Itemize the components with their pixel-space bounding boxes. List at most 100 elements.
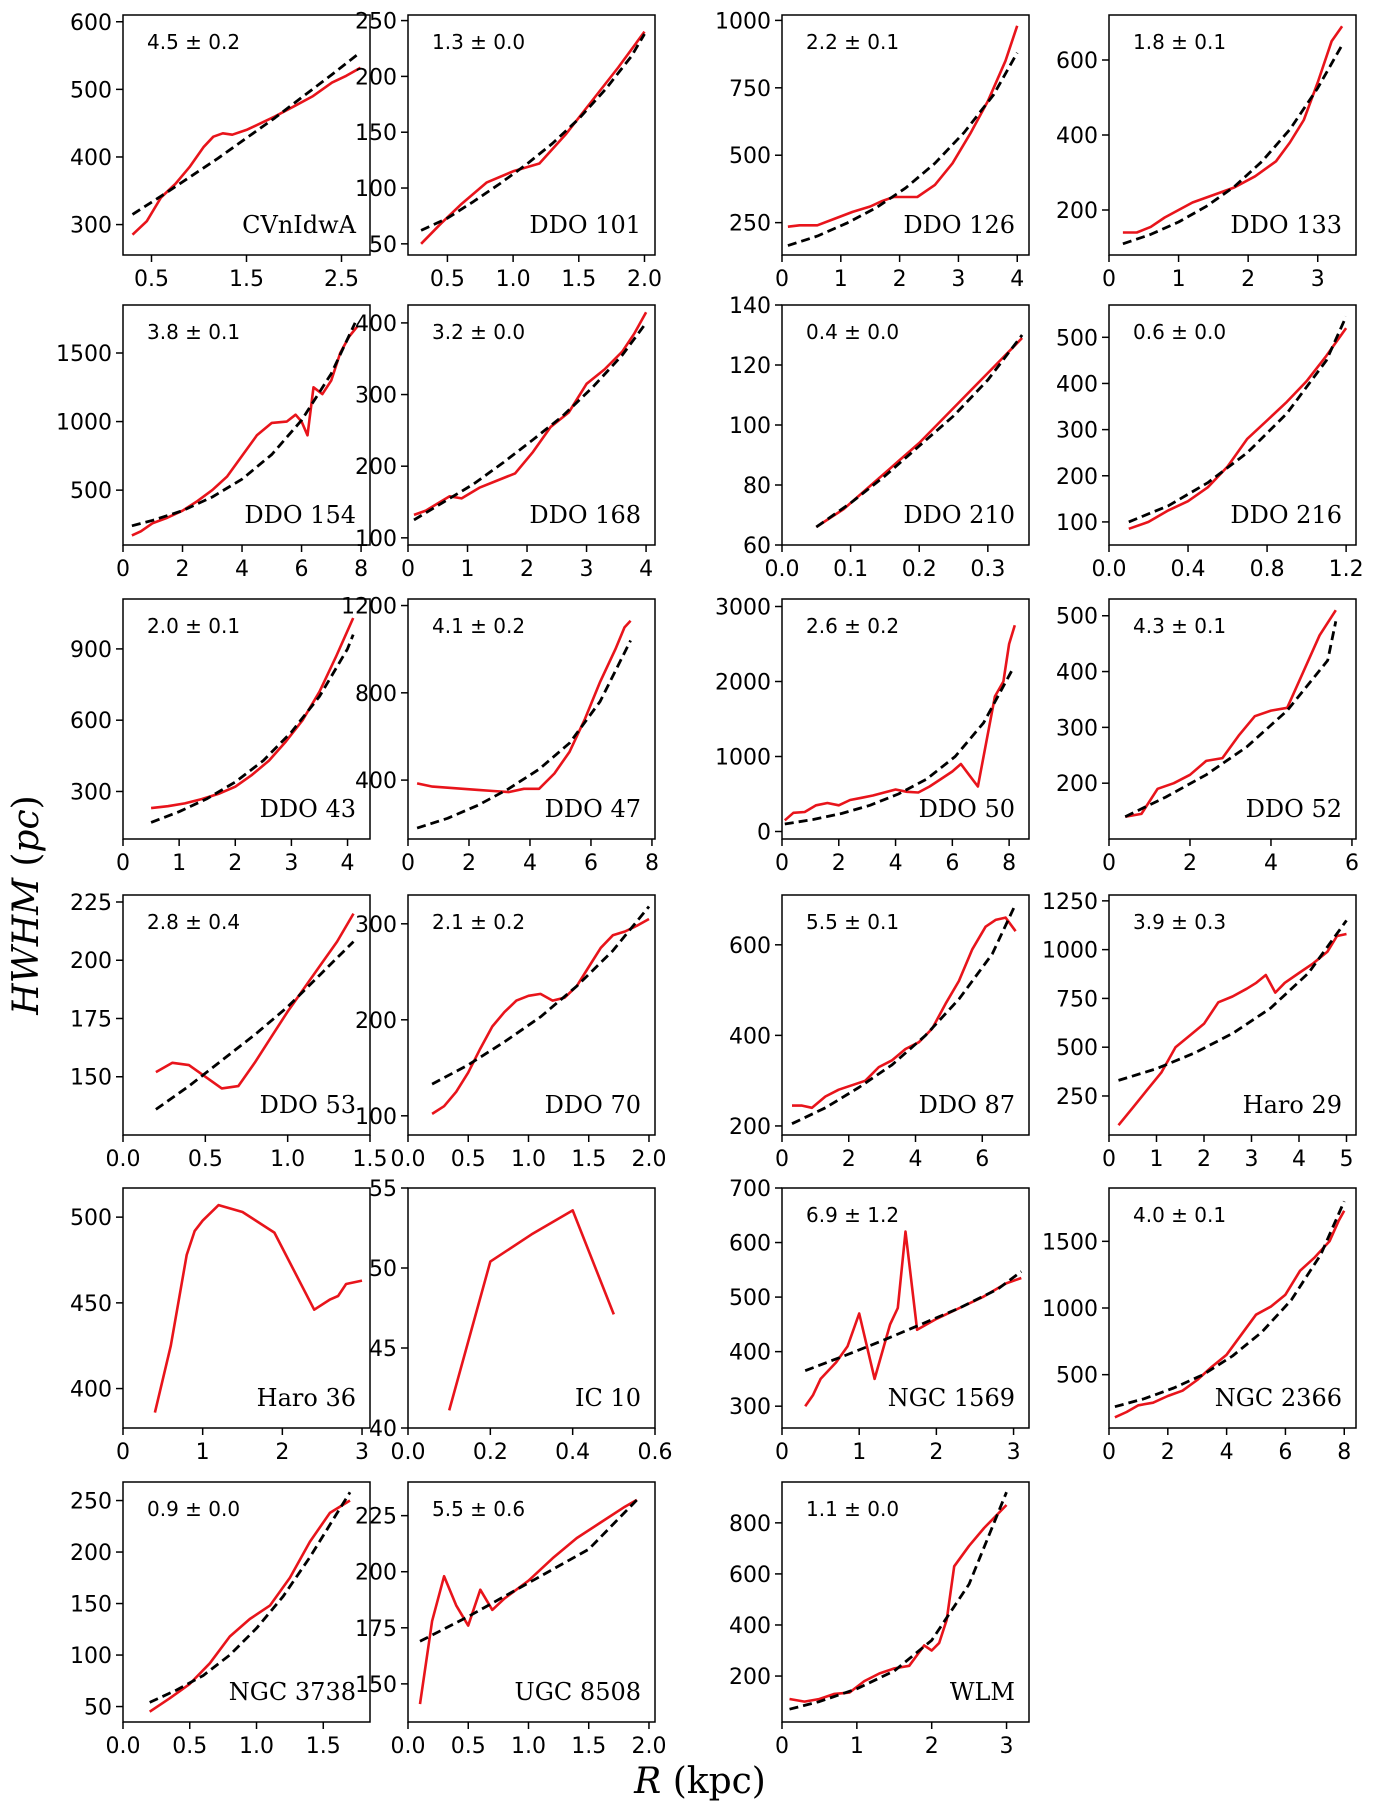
panel-ddo-154: 0 2 4 6 8 500 1000 1500 3.8 ± 0.1 DDO 154 [56,304,371,582]
y-axis-title-var: HWHM [6,877,47,1016]
y-tick-label: 1200 [341,595,397,620]
fit-annotation: 2.1 ± 0.2 [432,910,525,934]
galaxy-name: CVnIdwA [242,211,357,239]
fit-line [1122,44,1344,246]
y-tick-label: 500 [70,479,112,504]
x-tick-label: 0 [401,557,415,582]
x-tick-label: 0.5 [430,267,465,292]
data-line [815,337,1024,529]
x-tick-label: 0.6 [638,1440,673,1465]
x-tick-label: 1.5 [571,1147,606,1172]
panel-cvnidwa: 0.5 1.5 2.5 300 400 500 600 4.5 ± 0.2 CVnIdwA [70,11,371,292]
panel-ddo-168: 0 1 2 3 4 100 200 300 400 3.2 ± 0.0 DDO 168 [355,304,656,582]
fit-annotation: 2.2 ± 0.1 [806,30,899,54]
y-tick-label: 500 [729,1286,771,1311]
x-tick-label: 2 [925,1734,939,1759]
fit-line [150,634,355,824]
data-line [1117,932,1347,1127]
x-tick-label: 1.5 [229,267,264,292]
x-tick-label: 4 [523,851,537,876]
x-tick-label: 2 [842,1147,856,1172]
y-tick-label: 600 [729,1232,771,1257]
fit-annotation: 5.5 ± 0.1 [806,910,899,934]
galaxy-name: DDO 126 [903,211,1015,239]
x-tick-label: 1.0 [496,267,531,292]
y-tick-label: 40 [369,1417,397,1442]
x-tick-label: 3 [1245,1147,1259,1172]
panel-frame [407,894,656,1136]
x-tick-label: 2 [929,1440,943,1465]
galaxy-name: DDO 133 [1230,211,1342,239]
fit-line [1114,1200,1346,1409]
fit-line [1124,621,1338,818]
x-tick-label: 0.0 [765,557,800,582]
x-tick-label: 2 [176,557,190,582]
x-tick-label: 0.5 [451,1734,486,1759]
x-tick-label: 1.0 [511,1147,546,1172]
y-tick-label: 0 [757,821,771,846]
x-tick-label: 0.5 [451,1147,486,1172]
fit-line [431,905,651,1086]
x-tick-label: 1.2 [1329,557,1364,582]
panel-ic-10: 0.0 0.2 0.4 0.6 40 45 50 55 IC 10 [369,1177,673,1465]
y-tick-label: 600 [729,1563,771,1588]
x-tick-label: 8 [1002,851,1016,876]
x-tick-label: 0.2 [902,557,937,582]
y-tick-label: 200 [729,1115,771,1140]
fit-annotation: 4.1 ± 0.2 [432,614,525,638]
y-tick-label: 200 [70,949,112,974]
panel-frame [781,14,1030,256]
fit-annotation: 4.5 ± 0.2 [147,30,240,54]
galaxy-name: WLM [950,1678,1015,1706]
data-line [789,1504,1008,1703]
y-tick-label: 200 [355,65,397,90]
y-tick-label: 500 [729,144,771,169]
fit-line [784,669,1014,826]
fit-annotation: 3.8 ± 0.1 [147,320,240,344]
y-tick-label: 175 [70,1007,112,1032]
data-line [155,912,355,1090]
panel-ugc-8508: 0.0 0.5 1.0 1.5 2.0 150 175 200 225 5.5 ± 0.6 UGC … [355,1481,666,1759]
x-tick-label: 4 [1010,267,1024,292]
y-tick-label: 1250 [1042,890,1098,915]
data-line [131,66,362,236]
fit-annotation: 1.1 ± 0.0 [806,1497,899,1521]
x-tick-label: 1.0 [511,1734,546,1759]
y-tick-label: 750 [729,77,771,102]
fit-line [1128,315,1348,524]
y-tick-label: 250 [729,212,771,237]
x-tick-label: 3 [355,1440,369,1465]
x-tick-label: 2 [1161,1440,1175,1465]
fit-annotation: 0.4 ± 0.0 [806,320,899,344]
x-tick-label: 4 [1264,851,1278,876]
data-line [148,1499,351,1713]
y-tick-label: 1500 [1042,1230,1098,1255]
x-tick-label: 0 [1102,1440,1116,1465]
x-tick-label: 4 [639,557,653,582]
x-tick-label: 6 [975,1147,989,1172]
x-tick-label: 0.0 [391,1440,426,1465]
panel-frame [781,1187,1030,1429]
data-line [792,916,1017,1110]
x-tick-label: 2 [275,1440,289,1465]
fit-line [787,52,1019,247]
x-tick-label: 0.4 [1171,557,1206,582]
y-tick-label: 150 [355,1673,397,1698]
fit-annotation: 3.2 ± 0.0 [432,320,525,344]
galaxy-name: DDO 216 [1230,501,1342,529]
x-tick-label: 5 [1340,1147,1354,1172]
data-line [1124,609,1337,818]
panel-frame [407,304,656,546]
y-tick-label: 200 [1056,465,1098,490]
panel-ddo-133: 0 1 2 3 200 400 600 1.8 ± 0.1 DDO 133 [1056,14,1357,292]
y-tick-label: 150 [70,1066,112,1091]
panel-frame [407,598,656,840]
x-tick-label: 2 [832,851,846,876]
x-tick-label: 1 [852,1440,866,1465]
y-tick-label: 3000 [715,596,771,621]
y-tick-label: 400 [1056,661,1098,686]
x-tick-label: 0 [775,1440,789,1465]
panel-frame [122,1187,371,1429]
galaxy-name: NGC 2366 [1215,1384,1342,1412]
